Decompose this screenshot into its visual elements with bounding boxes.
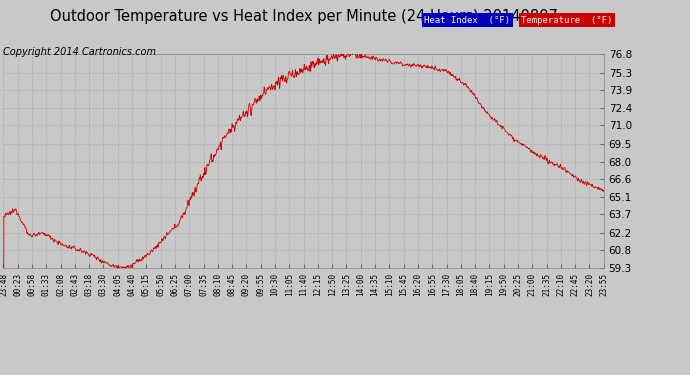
Text: Outdoor Temperature vs Heat Index per Minute (24 Hours) 20140807: Outdoor Temperature vs Heat Index per Mi… <box>50 9 558 24</box>
Text: Copyright 2014 Cartronics.com: Copyright 2014 Cartronics.com <box>3 47 157 57</box>
Text: Temperature  (°F): Temperature (°F) <box>521 16 612 25</box>
Text: Heat Index  (°F): Heat Index (°F) <box>424 16 511 25</box>
